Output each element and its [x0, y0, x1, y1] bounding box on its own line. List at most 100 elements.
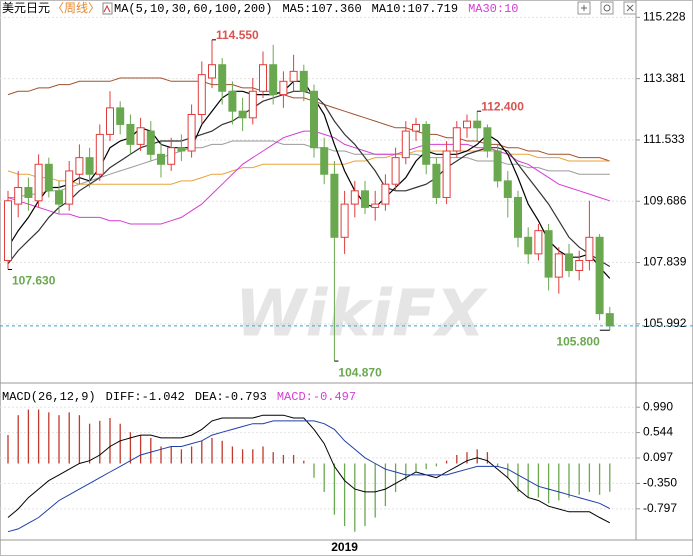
candle-body [524, 236, 533, 255]
candle-body [463, 120, 471, 129]
candle-body [228, 90, 237, 112]
candle-body [391, 157, 400, 185]
candle-body [126, 123, 135, 145]
y-tick-label: 0.097 [643, 450, 673, 464]
toolbar[interactable] [577, 1, 637, 15]
candle-body [4, 200, 12, 262]
candle-body [452, 127, 461, 152]
legend-entry: MACD:-0.497 [277, 390, 356, 404]
candle-body [208, 64, 216, 79]
ma-line [7, 80, 611, 279]
candle-body [289, 70, 298, 82]
candle-body [177, 147, 186, 152]
candle-body [238, 110, 247, 119]
y-tick-label: 113.381 [643, 71, 686, 85]
y-tick-label: 0.544 [643, 425, 673, 439]
y-tick-label: -0.350 [643, 476, 677, 490]
ma-line [7, 150, 610, 185]
ma-line [7, 77, 610, 162]
candle-body [106, 107, 114, 135]
candle-body [187, 113, 196, 152]
candle-body [554, 253, 563, 278]
candle-body [422, 123, 431, 165]
candle-body [544, 230, 553, 278]
annotation: 105.800 [556, 334, 600, 348]
legend-entry: MA30:10 [468, 2, 518, 16]
candle-body [197, 74, 206, 115]
icon [103, 4, 111, 13]
macd-line [7, 420, 611, 533]
y-tick-label: 109.686 [643, 193, 687, 207]
x-tick-label: 2019 [331, 540, 358, 554]
candle-body [218, 64, 227, 92]
candle-body [146, 130, 155, 155]
candle-body [483, 127, 492, 152]
legend-icon [102, 2, 113, 15]
candle-body [34, 163, 43, 202]
candle-body [401, 130, 410, 159]
legend-entry: MA5:107.360 [282, 2, 361, 16]
candle-body [585, 236, 594, 262]
settings-button[interactable] [600, 1, 614, 15]
ma-line [7, 90, 611, 268]
candle-body [473, 120, 482, 129]
candle-body [534, 230, 543, 255]
candle-body [299, 70, 308, 92]
candle-body [371, 203, 380, 208]
candle-body [157, 153, 165, 165]
candle-body [605, 313, 614, 327]
candle-body [55, 190, 63, 205]
legend-entry: MA10:107.719 [372, 2, 458, 16]
y-tick-label: 111.533 [643, 132, 685, 146]
y-tick-label: 115.228 [643, 9, 686, 23]
icon [581, 5, 587, 11]
candle-body [65, 170, 74, 205]
annotation: 114.550 [216, 28, 259, 42]
y-tick-label: 0.990 [643, 399, 673, 413]
candle-body [167, 147, 176, 165]
candle-body [44, 163, 53, 192]
candle-body [412, 123, 420, 132]
annotation: 112.400 [481, 99, 524, 113]
candle-body [493, 150, 502, 182]
candle-body [75, 157, 84, 175]
candle-body [340, 203, 349, 238]
candle-body [85, 157, 94, 175]
legend-entry: MA(5,10,30,60,100,200) [114, 2, 272, 16]
candle-body [514, 196, 522, 238]
legend-entry: DEA:-0.793 [195, 390, 267, 404]
candle-body [432, 163, 441, 198]
candle-body [350, 190, 359, 205]
annotation: 104.870 [338, 365, 382, 379]
icon [603, 4, 611, 12]
legend-entry: MACD(26,12,9) [2, 390, 96, 404]
candle-body [24, 187, 33, 198]
candle-body [320, 147, 329, 175]
macd-line [7, 414, 611, 524]
candle-body [595, 236, 604, 315]
candle-body [136, 127, 145, 145]
annotation: 107.630 [12, 274, 56, 288]
candle-body [116, 107, 125, 125]
candle-body [248, 90, 257, 119]
candle-body [310, 90, 318, 149]
candle-body [442, 150, 451, 198]
ma-line [7, 130, 610, 225]
candle-body [279, 80, 288, 96]
y-tick-label: 105.992 [643, 316, 687, 330]
candle-body [575, 260, 584, 271]
icon [626, 4, 634, 12]
ma-line [8, 140, 610, 198]
legend-entry: DIFF:-1.042 [106, 390, 185, 404]
period-label: 〈周线〉 [52, 1, 100, 16]
watermark: WikiFX [235, 278, 488, 352]
candle-body [269, 64, 278, 96]
candle-body [381, 183, 390, 205]
candle-body [330, 173, 339, 238]
candle-body [95, 133, 104, 175]
candle-body [259, 64, 267, 92]
candle-body [361, 190, 369, 208]
candle-body [14, 187, 23, 205]
